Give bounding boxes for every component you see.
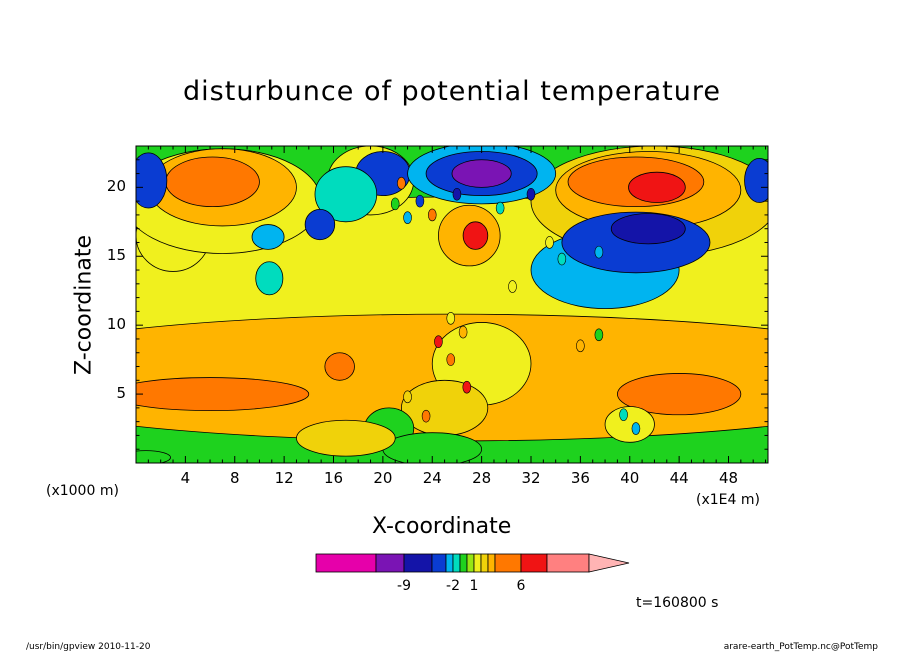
contour-cell (576, 339, 585, 353)
colorbar-segment (494, 553, 522, 573)
y-tick-label: 10 (106, 315, 126, 334)
contour-cell (594, 328, 604, 342)
x-tick-label: 36 (570, 469, 590, 487)
contour-region (324, 352, 355, 381)
contour-region (165, 156, 260, 208)
colorbar (315, 553, 630, 573)
contour-cell (462, 380, 472, 394)
contour-region (296, 419, 396, 457)
colorbar-segment (452, 553, 461, 573)
contour-region (604, 406, 655, 443)
footer-left: /usr/bin/gpview 2010-11-20 (26, 642, 151, 652)
contour-cell (619, 408, 628, 422)
contour-region (617, 373, 742, 416)
x-tick-label: 16 (323, 469, 344, 487)
colorbar-label: 1 (469, 578, 479, 594)
contour-cell (631, 422, 641, 435)
colorbar-label: -9 (397, 578, 411, 594)
colorbar-segment (480, 553, 489, 573)
time-label: t=160800 s (636, 595, 719, 611)
contour-cell (397, 176, 406, 190)
colorbar-segment (473, 553, 482, 573)
footer-right: arare-earth_PotTemp.nc@PotTemp (723, 642, 878, 652)
contour-cell (390, 197, 400, 211)
contour-cell (526, 187, 536, 201)
x-tick-label: 12 (274, 469, 294, 487)
contour-cell (594, 245, 604, 259)
contour-cell (421, 409, 431, 423)
x-tick-label: 48 (718, 469, 739, 487)
contour-cell (545, 236, 554, 249)
y-axis-label: Z-coordinate (71, 235, 97, 375)
contour-region (628, 171, 686, 203)
colorbar-segment (520, 553, 548, 573)
contour-region (744, 158, 768, 203)
contour-region (451, 159, 512, 188)
y-tick-label: 15 (106, 246, 126, 265)
colorbar-segment (466, 553, 475, 573)
contour-cell (495, 201, 505, 215)
plot-frame (135, 145, 769, 464)
contour-cell (557, 252, 567, 266)
colorbar-segment (459, 553, 468, 573)
x-tick-label: 32 (521, 469, 541, 487)
contour-region (314, 166, 378, 223)
contour-cell (434, 335, 443, 349)
x-tick-label: 44 (669, 469, 689, 487)
chart-title: disturbunce of potential temperature (183, 76, 721, 107)
x-scale-label: (x1E4 m) (696, 492, 760, 508)
contour-cell (452, 187, 462, 201)
x-tick-label: 4 (180, 469, 191, 487)
colorbar-segment (315, 553, 377, 573)
contour-cell (458, 325, 468, 339)
colorbar-segment (487, 553, 496, 573)
contour-region (255, 261, 284, 296)
colorbar-segment (375, 553, 405, 573)
contour-region (400, 379, 489, 436)
contour-region (136, 377, 310, 412)
contour-region (304, 208, 336, 241)
colorbar-arrow (588, 553, 630, 573)
contour-region (610, 213, 686, 245)
colorbar-label: 6 (516, 578, 526, 594)
contour-region (251, 224, 285, 250)
x-tick-label: 40 (620, 469, 640, 487)
plot-border (135, 145, 769, 464)
field-layer (136, 146, 768, 463)
x-unit-label: (x1000 m) (46, 483, 119, 499)
x-tick-label: 24 (422, 469, 442, 487)
contour-region (462, 221, 489, 250)
colorbar-segment (546, 553, 590, 573)
x-tick-label: 28 (472, 469, 492, 487)
y-tick-label: 5 (116, 384, 126, 403)
y-tick-label: 20 (106, 177, 126, 196)
colorbar-segment (445, 553, 454, 573)
contour-cell (403, 211, 412, 224)
colorbar-segment (403, 553, 433, 573)
x-axis-label: X-coordinate (372, 514, 512, 539)
contour-cell (415, 194, 425, 208)
contour-cell (508, 280, 517, 293)
contour-region (136, 152, 168, 209)
x-tick-label: 20 (373, 469, 393, 487)
contour-cell (446, 353, 456, 366)
colorbar-label: -2 (446, 578, 460, 594)
contour-region (136, 450, 171, 463)
contour-cell (427, 208, 437, 222)
contour-cell (403, 390, 412, 404)
contour-cell (446, 311, 456, 325)
colorbar-segment (431, 553, 447, 573)
x-tick-label: 8 (229, 469, 240, 487)
